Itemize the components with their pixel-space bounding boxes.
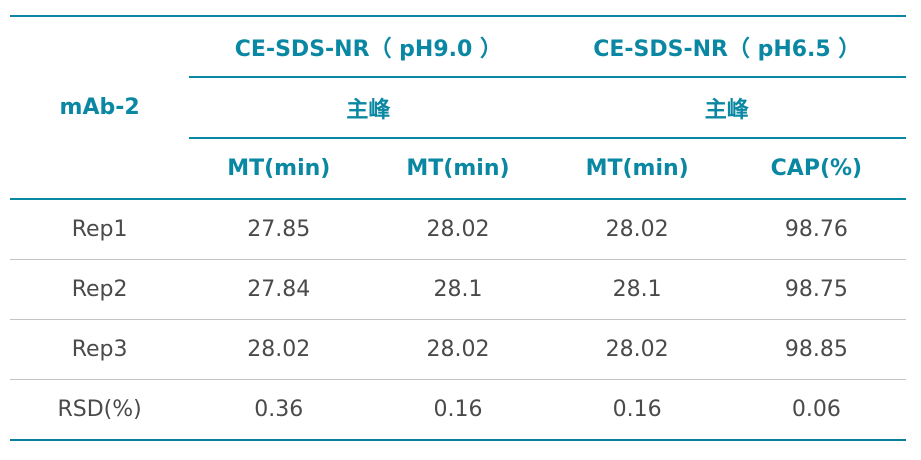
cell: 0.06 (726, 379, 906, 441)
row-label: RSD(%) (10, 379, 190, 441)
cell: 27.85 (189, 199, 369, 260)
group-header-ph9: CE-SDS-NR（ pH9.0 ） (189, 15, 548, 78)
cell: 98.85 (726, 319, 906, 380)
table-row: Rep3 28.02 28.02 28.02 98.85 (10, 319, 906, 380)
subgroup-header-1: 主峰 (189, 77, 548, 139)
row-label: Rep1 (10, 199, 190, 260)
cell: 28.02 (368, 319, 548, 380)
cell: 98.75 (726, 259, 906, 320)
subgroup-header-2: 主峰 (547, 77, 906, 139)
column-header: MT(min) (547, 138, 727, 200)
cell: 0.16 (368, 379, 548, 441)
cell: 28.1 (368, 259, 548, 320)
row-label: Rep2 (10, 259, 190, 320)
cell: 28.02 (189, 319, 369, 380)
cell: 28.02 (368, 199, 548, 260)
header-row-subgroups: 主峰 主峰 (10, 77, 906, 139)
table-row: RSD(%) 0.36 0.16 0.16 0.06 (10, 379, 906, 441)
corner-header: mAb-2 (10, 15, 190, 200)
cell: 0.16 (547, 379, 727, 441)
group-header-ph65: CE-SDS-NR（ pH6.5 ） (547, 15, 906, 78)
cell: 98.76 (726, 199, 906, 260)
cell: 28.02 (547, 199, 727, 260)
cell: 0.36 (189, 379, 369, 441)
cell: 27.84 (189, 259, 369, 320)
column-header: CAP(%) (726, 138, 906, 200)
table-row: Rep2 27.84 28.1 28.1 98.75 (10, 259, 906, 320)
cell: 28.02 (547, 319, 727, 380)
row-label: Rep3 (10, 319, 190, 380)
results-table: mAb-2 CE-SDS-NR（ pH9.0 ） CE-SDS-NR（ pH6.… (10, 15, 906, 441)
header-row-columns: MT(min) MT(min) MT(min) CAP(%) (10, 138, 906, 200)
header-row-groups: mAb-2 CE-SDS-NR（ pH9.0 ） CE-SDS-NR（ pH6.… (10, 15, 906, 200)
table-row: Rep1 27.85 28.02 28.02 98.76 (10, 199, 906, 260)
column-header: MT(min) (189, 138, 369, 200)
cell: 28.1 (547, 259, 727, 320)
column-header: MT(min) (368, 138, 548, 200)
